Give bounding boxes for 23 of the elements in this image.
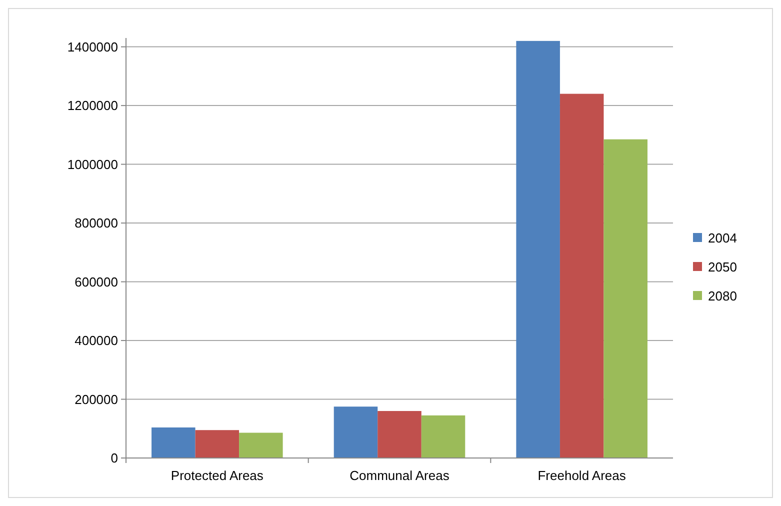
y-tick-label: 600000 bbox=[74, 274, 118, 290]
bar bbox=[334, 406, 378, 458]
y-tick-label: 800000 bbox=[74, 216, 118, 231]
bar bbox=[421, 415, 466, 458]
bar bbox=[195, 430, 240, 458]
bar bbox=[378, 411, 422, 458]
y-tick-label: 1200000 bbox=[67, 98, 118, 114]
legend-label: 2004 bbox=[708, 230, 737, 246]
x-tick-label: Freehold Areas bbox=[538, 468, 626, 483]
y-tick-label: 1400000 bbox=[67, 39, 118, 54]
y-tick-label: 1000000 bbox=[67, 156, 118, 172]
y-tick-label: 0 bbox=[110, 450, 118, 466]
y-tick-label: 200000 bbox=[74, 392, 118, 407]
y-tick-label: 400000 bbox=[74, 333, 118, 348]
x-tick-label: Protected Areas bbox=[170, 468, 264, 483]
bar bbox=[516, 40, 560, 458]
bar bbox=[604, 139, 648, 458]
legend-label: 2080 bbox=[708, 288, 737, 304]
legend-label: 2050 bbox=[708, 260, 737, 275]
bar bbox=[152, 427, 196, 458]
bar bbox=[239, 432, 283, 458]
x-tick-label: Communal Areas bbox=[350, 468, 450, 483]
bar bbox=[560, 94, 604, 458]
